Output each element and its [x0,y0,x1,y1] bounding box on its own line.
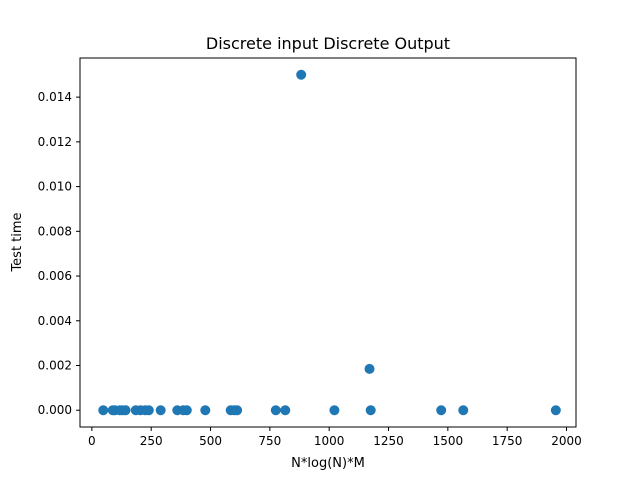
y-tick-label: 0.006 [38,269,72,283]
y-axis-ticks: 0.000 0.002 0.004 0.006 0.008 0.010 0.012 0.014 [38,90,80,417]
data-point [550,405,561,416]
data-point [329,405,340,416]
x-tick-label: 750 [258,434,281,448]
x-tick-label: 0 [88,434,96,448]
data-point [280,405,291,416]
data-point [98,405,109,416]
y-tick-label: 0.004 [38,314,72,328]
x-tick-label: 1500 [433,434,464,448]
x-tick-label: 1000 [314,434,345,448]
data-point [270,405,281,416]
x-axis-label: N*log(N)*M [291,456,365,471]
data-point [143,405,154,416]
y-tick-label: 0.000 [38,403,72,417]
chart-title: Discrete input Discrete Output [206,34,450,53]
data-point [364,363,375,374]
data-points [98,69,561,416]
y-tick-label: 0.002 [38,359,72,373]
x-tick-label: 2000 [551,434,582,448]
x-tick-label: 500 [199,434,222,448]
x-tick-label: 1250 [373,434,404,448]
y-tick-label: 0.010 [38,180,72,194]
data-point [296,69,307,80]
x-tick-label: 250 [140,434,163,448]
data-point [436,405,447,416]
x-tick-label: 1750 [492,434,523,448]
x-axis-ticks: 0 250 500 750 1000 1250 1500 1750 2000 [88,427,582,448]
data-point [458,405,469,416]
y-tick-label: 0.012 [38,135,72,149]
data-point [200,405,211,416]
y-tick-label: 0.008 [38,224,72,238]
plot-area-frame [79,57,577,428]
data-point [232,405,243,416]
y-tick-label: 0.014 [38,90,72,104]
data-point [155,405,166,416]
data-point [120,405,131,416]
y-axis-label: Test time [10,212,25,272]
data-point [181,405,192,416]
data-point [365,405,376,416]
